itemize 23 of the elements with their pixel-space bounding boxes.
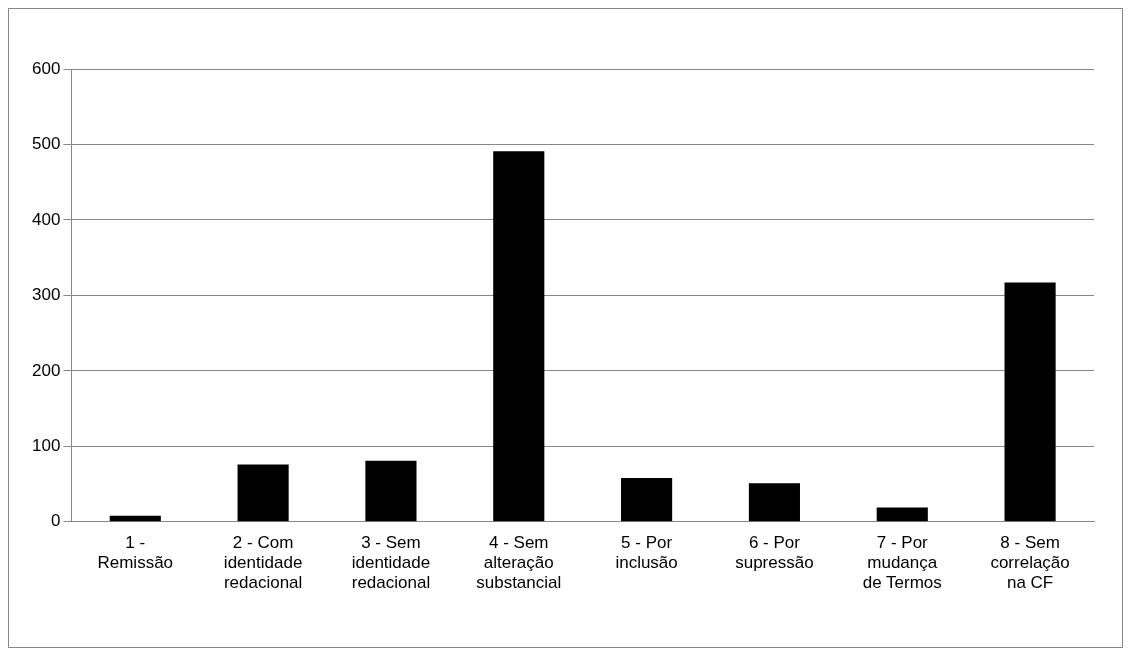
bar (365, 460, 417, 522)
x-tick-label: 3 - Sem identidade redacional (351, 532, 431, 593)
bar (1004, 282, 1056, 522)
bar (109, 515, 161, 522)
y-tick-label: 400 (31, 209, 61, 229)
bar (493, 151, 545, 522)
x-tick-label: 2 - Com identidade redacional (223, 532, 303, 593)
bar (748, 483, 800, 522)
y-tick-label: 500 (31, 134, 61, 154)
y-tick-label: 100 (31, 436, 61, 456)
bar (876, 507, 928, 522)
x-tick-label: 1 - Remissão (97, 532, 174, 573)
y-tick-label: 200 (31, 360, 61, 380)
x-tick-label: 8 - Sem correlação na CF (990, 532, 1070, 593)
x-tick-label: 5 - Por inclusão (615, 532, 678, 573)
y-tick-label: 600 (31, 58, 61, 78)
x-tick-label: 4 - Sem alteração substancial (476, 532, 562, 593)
y-tick-label: 0 (50, 511, 61, 531)
x-tick-label: 6 - Por supressão (735, 532, 814, 573)
y-tick-label: 300 (31, 285, 61, 305)
x-tick-label: 7 - Por mudança de Termos (862, 532, 942, 593)
bar (621, 478, 673, 522)
bar (237, 464, 289, 522)
